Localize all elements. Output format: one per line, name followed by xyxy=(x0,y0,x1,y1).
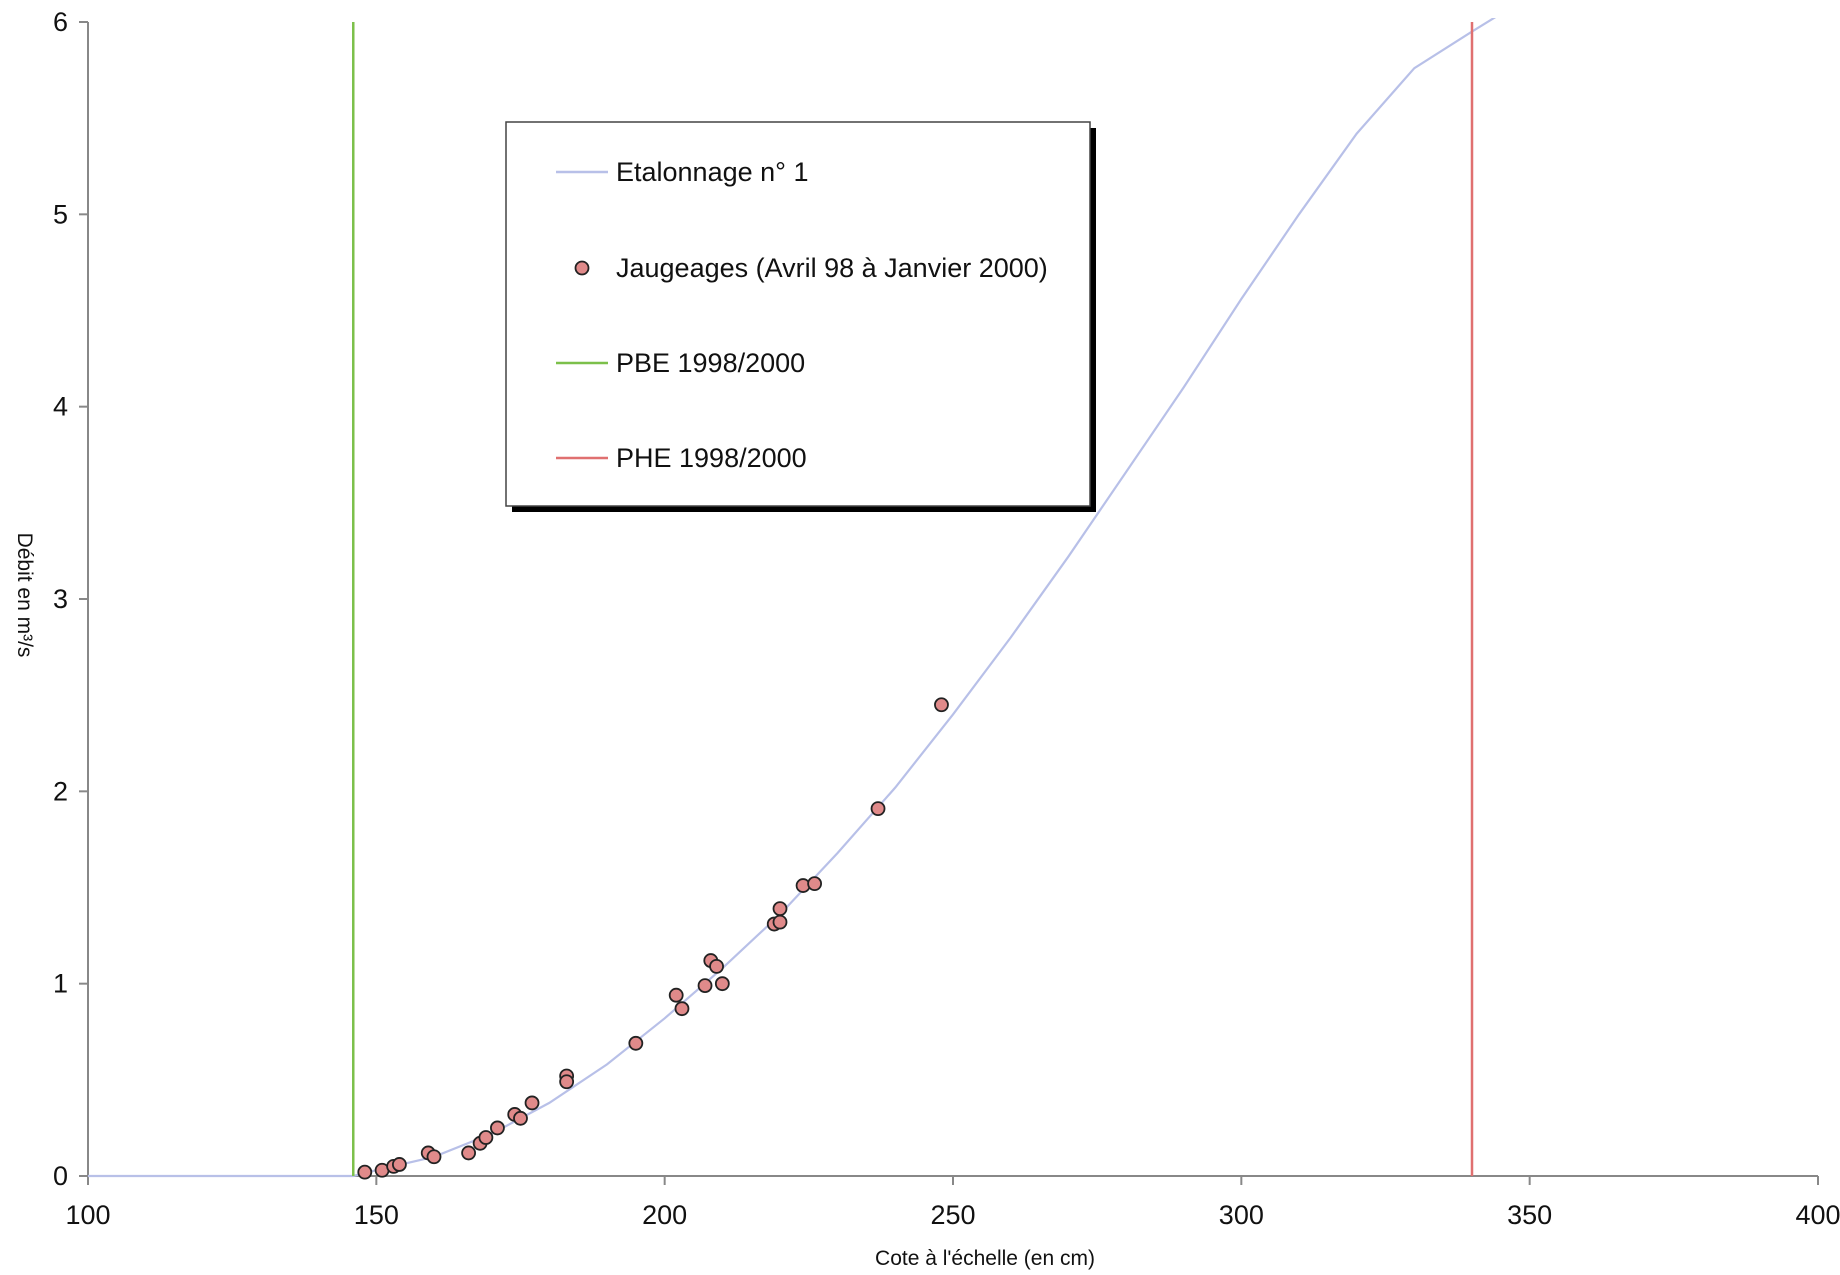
x-tick-label: 350 xyxy=(1507,1200,1552,1230)
gauging-point xyxy=(478,1130,494,1145)
gauging-point xyxy=(934,697,949,713)
x-tick-label: 200 xyxy=(642,1200,687,1230)
x-axis-title: Cote à l'échelle (en cm) xyxy=(875,1247,1095,1270)
gauging-point xyxy=(697,978,713,993)
legend-label: Etalonnage n° 1 xyxy=(616,157,808,187)
x-tick-label: 400 xyxy=(1795,1200,1840,1230)
gauging-point xyxy=(461,1145,477,1161)
y-tick-label: 6 xyxy=(53,7,68,37)
y-tick-label: 1 xyxy=(53,969,68,999)
legend-marker xyxy=(574,260,590,276)
gauging-point xyxy=(559,1074,575,1090)
gauging-point xyxy=(674,1001,690,1017)
calibration-curve xyxy=(88,18,1497,1178)
legend-label: Jaugeages (Avril 98 à Janvier 2000) xyxy=(616,253,1048,283)
gauging-point xyxy=(772,901,788,917)
x-tick-label: 250 xyxy=(930,1200,975,1230)
legend-box xyxy=(505,121,1091,507)
gauging-point xyxy=(714,976,730,992)
plot-area: 100 150 200 250 300 350 400 0 1 2 3 4 5 6 xyxy=(53,7,1840,1230)
gauging-point xyxy=(357,1164,373,1180)
gauging-point xyxy=(772,914,788,930)
legend-label: PBE 1998/2000 xyxy=(616,348,805,378)
y-tick-label: 3 xyxy=(53,584,68,614)
x-tick-label: 100 xyxy=(65,1200,110,1230)
gauging-point xyxy=(391,1157,407,1172)
x-tick-label: 300 xyxy=(1219,1200,1264,1230)
y-tick-label: 2 xyxy=(53,776,68,806)
x-tick-label: 150 xyxy=(354,1200,399,1230)
y-tick-label: 4 xyxy=(53,392,68,422)
y-axis-title: Débit en m³/s xyxy=(13,533,36,658)
gauging-point xyxy=(524,1095,540,1111)
legend-label: PHE 1998/2000 xyxy=(616,443,807,473)
y-tick-label: 0 xyxy=(53,1161,68,1191)
gauging-point xyxy=(709,958,724,974)
gauging-point xyxy=(628,1035,644,1051)
gauging-point xyxy=(807,876,822,892)
y-tick-label: 5 xyxy=(53,199,68,229)
gauging-point xyxy=(490,1120,505,1136)
gauging-point xyxy=(513,1110,528,1126)
gauging-point xyxy=(870,801,886,817)
gauging-point xyxy=(426,1149,442,1165)
gauging-point xyxy=(668,987,684,1003)
legend: Etalonnage n° 1 Jaugeages (Avril 98 à Jan… xyxy=(505,121,1096,512)
